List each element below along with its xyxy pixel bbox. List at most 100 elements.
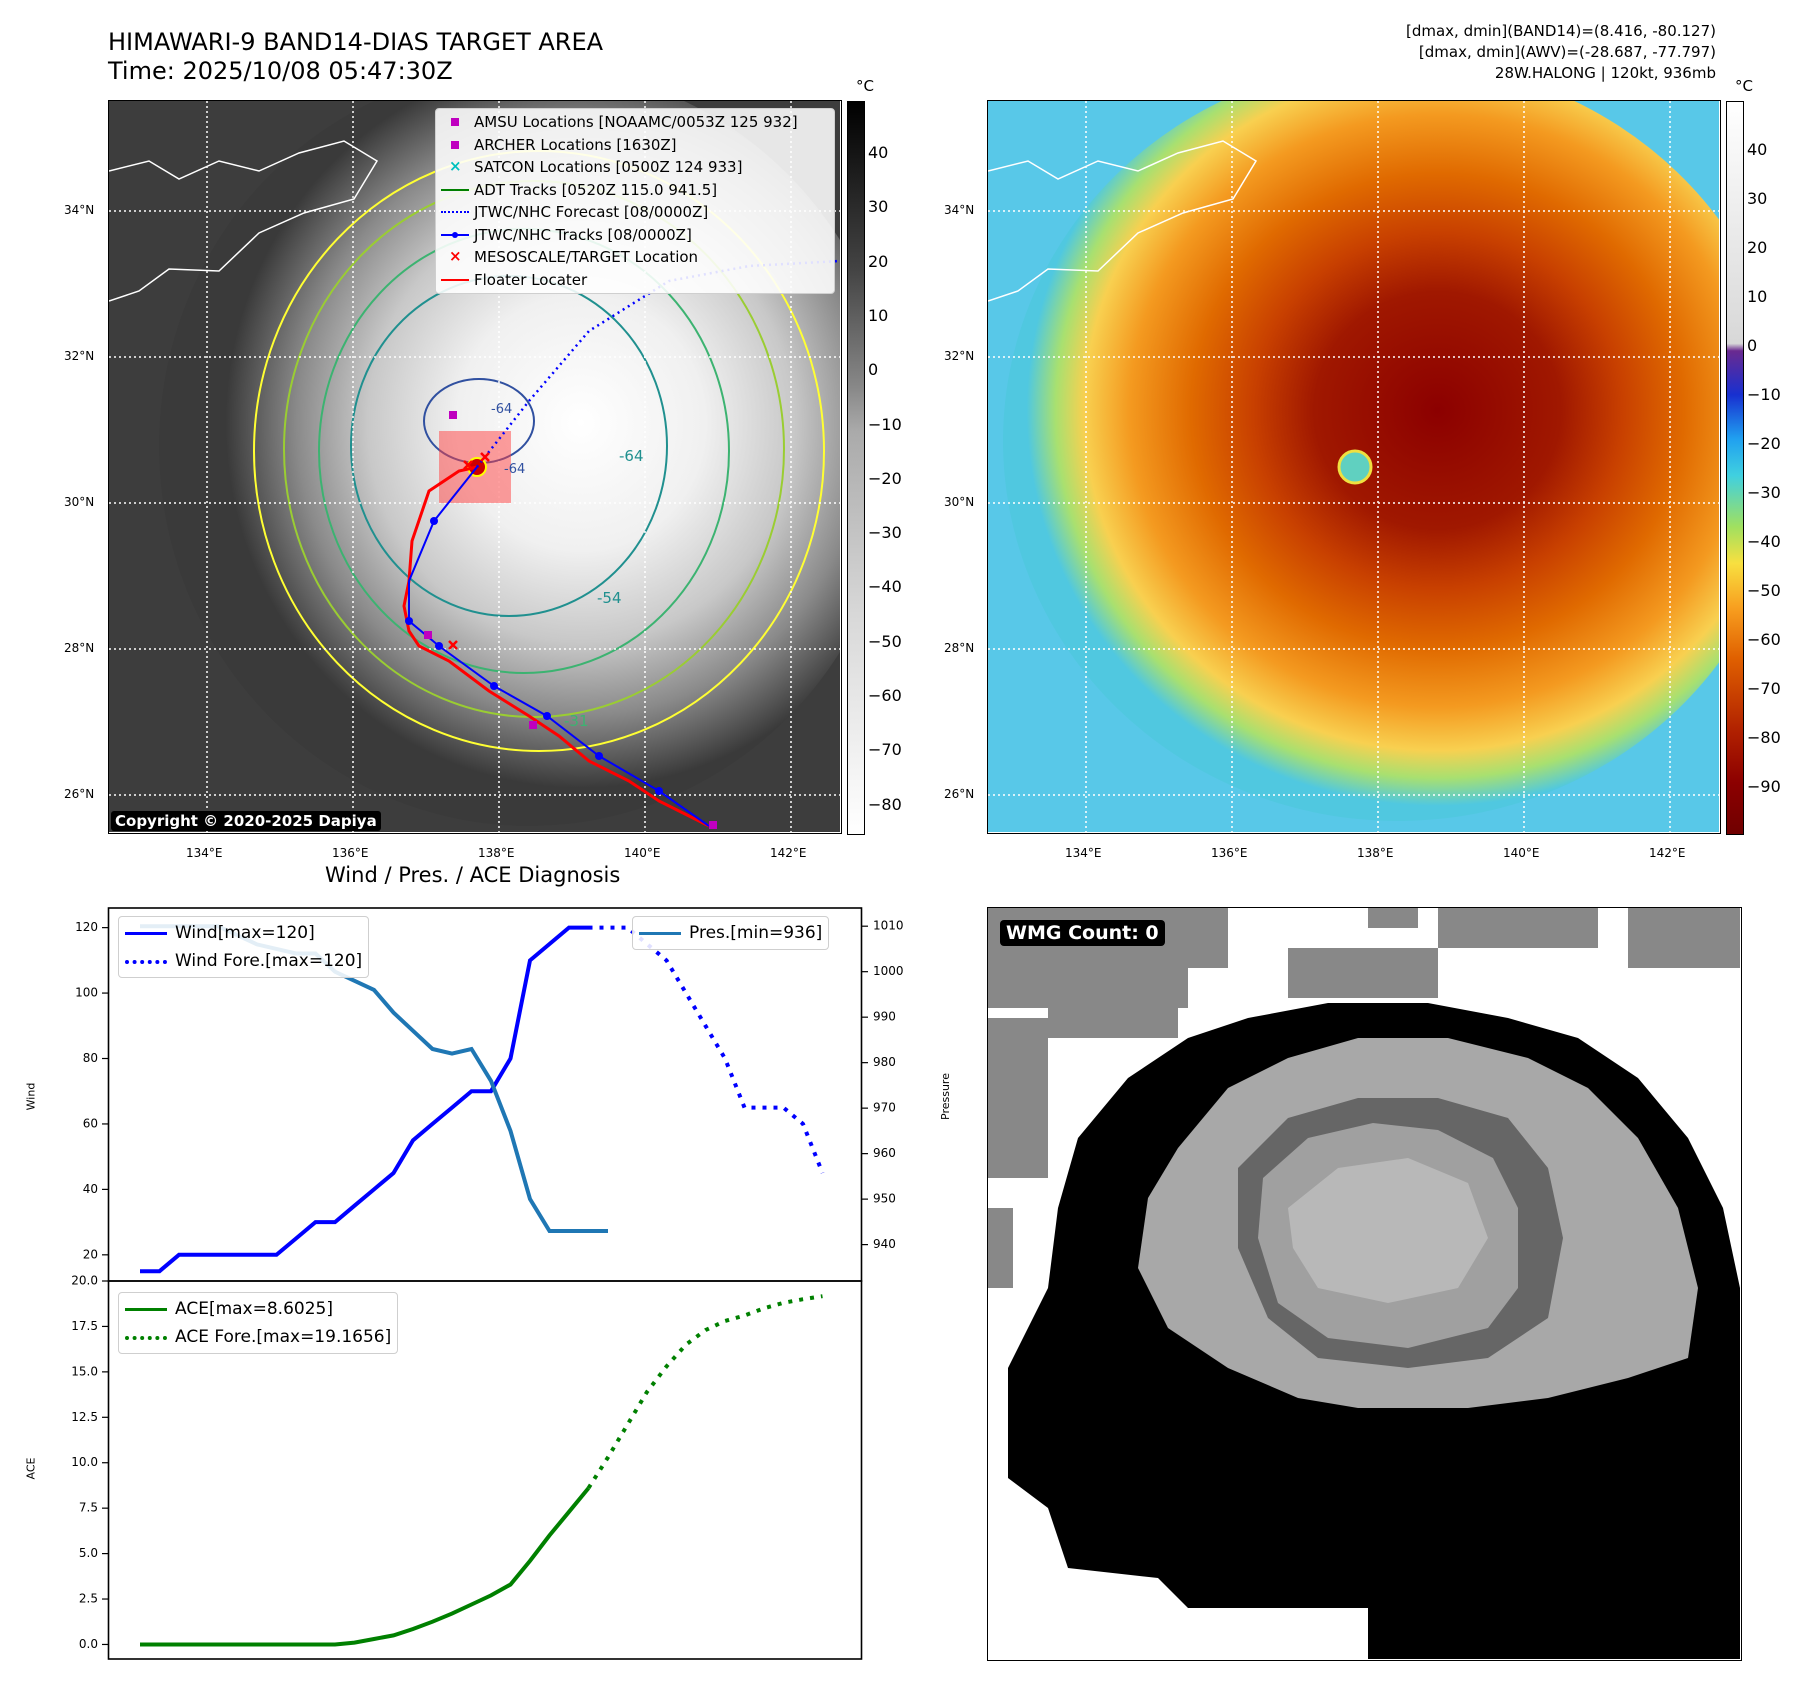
legend-dotted-line-icon xyxy=(119,1326,175,1348)
gray-colorbar-tick-1: 30 xyxy=(868,197,889,217)
lat-label-34: 34°N xyxy=(64,203,95,217)
series-line-wind-forecast-1 xyxy=(588,925,825,1174)
ace-ytick-6: 5.0 xyxy=(79,1546,98,1560)
lat-label-32-right: 32°N xyxy=(944,349,975,363)
ace-legend: ACE[max=8.6025] ACE Fore.[max=19.1656] xyxy=(118,1292,399,1354)
lon-label-140: 140°E xyxy=(624,846,661,860)
wind-ytick-5: 20 xyxy=(83,1247,98,1261)
pressure-ytick-1: 1000 xyxy=(873,964,904,978)
legend-line-icon xyxy=(436,269,474,291)
grayscale-colorbar xyxy=(847,101,865,835)
pressure-ytick-4: 970 xyxy=(873,1101,896,1115)
ace-ytick-8: 0.0 xyxy=(79,1637,98,1651)
storm-info-text: 28W.HALONG | 120kt, 936mb xyxy=(1494,64,1716,82)
legend-label-wind-fore: Wind Fore.[max=120] xyxy=(175,951,363,971)
color-colorbar-tick-6: −20 xyxy=(1747,434,1781,453)
legend-row-wind: Wind[max=120] xyxy=(119,919,362,947)
gray-colorbar-tick-8: −40 xyxy=(868,577,902,597)
figure-title-line1: HIMAWARI-9 BAND14-DIAS TARGET AREA xyxy=(108,28,604,56)
legend-line-icon xyxy=(119,1298,175,1320)
lon-label-142-right: 142°E xyxy=(1649,846,1686,860)
coastline-japan xyxy=(109,140,379,302)
legend-line-icon xyxy=(633,922,689,944)
diagnosis-ticks: 120 100 80 60 40 20 1010 1000 990 980 970 960 950 940… xyxy=(71,919,903,1651)
legend-label-adt: ADT Tracks [0520Z 115.0 941.5] xyxy=(474,180,718,199)
enhanced-ir-map-svg xyxy=(988,101,1720,832)
contour-label-1: -64 xyxy=(619,447,644,465)
diagnosis-series xyxy=(140,924,825,1647)
ace-ytick-3: 12.5 xyxy=(71,1410,98,1424)
lat-label-30-right: 30°N xyxy=(944,495,975,509)
contour-label-2: -54 xyxy=(597,589,622,607)
legend-label-archer: ARCHER Locations [1630Z] xyxy=(474,135,677,154)
lon-label-138-right: 138°E xyxy=(1357,846,1394,860)
gray-colorbar-tick-11: −70 xyxy=(868,740,902,760)
legend-label-tracks: JTWC/NHC Tracks [08/0000Z] xyxy=(474,225,692,244)
contour-label-4: -64 xyxy=(491,402,512,417)
enhanced-ir-gridlines xyxy=(988,101,1719,832)
lon-label-134: 134°E xyxy=(186,846,223,860)
wmg-count-badge: WMG Count: 0 xyxy=(1000,920,1165,946)
legend-row-wind-fore: Wind Fore.[max=120] xyxy=(119,947,362,975)
diagnosis-title: Wind / Pres. / ACE Diagnosis xyxy=(325,863,621,887)
legend-row-adt: ADT Tracks [0520Z 115.0 941.5] xyxy=(436,179,834,202)
wmg-eye-center xyxy=(1288,1158,1488,1303)
gray-colorbar-tick-9: −50 xyxy=(868,631,902,651)
lon-label-140-right: 140°E xyxy=(1503,846,1540,860)
gray-colorbar-tick-3: 10 xyxy=(868,305,889,325)
gray-colorbar-unit: °C xyxy=(856,77,874,95)
legend-label-mesoscale: MESOSCALE/TARGET Location xyxy=(474,248,699,267)
coastline-japan-enhanced xyxy=(988,140,1258,302)
legend-row-mesoscale: × MESOSCALE/TARGET Location xyxy=(436,246,834,269)
floater-locater-track xyxy=(402,465,710,828)
enhanced-ir-eye xyxy=(1337,449,1373,485)
color-colorbar-tick-3: 10 xyxy=(1747,287,1768,306)
series-line-ace-forecast-1 xyxy=(586,1294,823,1490)
lat-label-26-right: 26°N xyxy=(944,787,975,801)
color-colorbar-tick-5: −10 xyxy=(1747,385,1781,404)
legend-dotted-line-icon xyxy=(119,950,175,972)
gray-colorbar-tick-2: 20 xyxy=(868,251,889,271)
ace-ytick-7: 2.5 xyxy=(79,1592,98,1606)
gray-colorbar-tick-5: −10 xyxy=(868,414,902,434)
legend-label-pressure: Pres.[min=936] xyxy=(689,923,823,943)
pressure-ytick-7: 940 xyxy=(873,1237,896,1251)
wind-ytick-4: 40 xyxy=(83,1182,98,1196)
jtwc-track-points xyxy=(405,517,663,795)
lat-label-28-right: 28°N xyxy=(944,641,975,655)
ir-map-panel: -64 -54 -31 -64 -64 AMSU Locations [NOAA… xyxy=(108,100,842,834)
legend-row-ace-fore: ACE Fore.[max=19.1656] xyxy=(119,1323,391,1351)
wind-ytick-2: 80 xyxy=(83,1051,98,1065)
legend-row-amsu: AMSU Locations [NOAAMC/0053Z 125 932] xyxy=(436,111,834,134)
series-line-ace-0 xyxy=(140,1486,591,1647)
color-colorbar-tick-4: 0 xyxy=(1747,336,1758,355)
diagnosis-chart-svg: 120 100 80 60 40 20 1010 1000 990 980 970 960 950 940… xyxy=(71,907,904,1660)
ace-ytick-5: 7.5 xyxy=(79,1501,98,1515)
wind-ytick-3: 60 xyxy=(83,1116,98,1130)
amsu-archer-markers xyxy=(424,411,717,829)
color-colorbar-tick-9: −50 xyxy=(1747,581,1781,600)
map-legend: AMSU Locations [NOAAMC/0053Z 125 932] AR… xyxy=(435,108,835,294)
wind-ytick-0: 120 xyxy=(75,920,98,934)
gray-colorbar-tick-6: −20 xyxy=(868,468,902,488)
legend-label-forecast: JTWC/NHC Forecast [08/0000Z] xyxy=(474,203,709,222)
legend-label-floater: Floater Locater xyxy=(474,270,588,289)
color-colorbar-tick-10: −60 xyxy=(1747,630,1781,649)
pressure-legend: Pres.[min=936] xyxy=(632,916,830,950)
color-colorbar-tick-13: −90 xyxy=(1747,777,1781,796)
enhanced-colorbar xyxy=(1726,101,1744,835)
wind-legend: Wind[max=120] Wind Fore.[max=120] xyxy=(118,916,370,978)
enhanced-ir-map-panel xyxy=(987,100,1721,834)
jtwc-track xyxy=(408,466,710,827)
wind-axis-label: Wind xyxy=(24,1082,38,1111)
legend-line-dot-icon xyxy=(436,224,474,246)
color-colorbar-tick-0: 40 xyxy=(1747,140,1768,159)
gray-colorbar-tick-7: −30 xyxy=(868,523,902,543)
legend-square-icon xyxy=(436,111,474,133)
pressure-ytick-2: 990 xyxy=(873,1010,896,1024)
ace-axes-frame xyxy=(107,1280,863,1660)
color-colorbar-unit: °C xyxy=(1735,77,1753,95)
legend-row-pressure: Pres.[min=936] xyxy=(633,919,822,947)
contour-label-5: -64 xyxy=(504,462,525,477)
pressure-ytick-5: 960 xyxy=(873,1146,896,1160)
